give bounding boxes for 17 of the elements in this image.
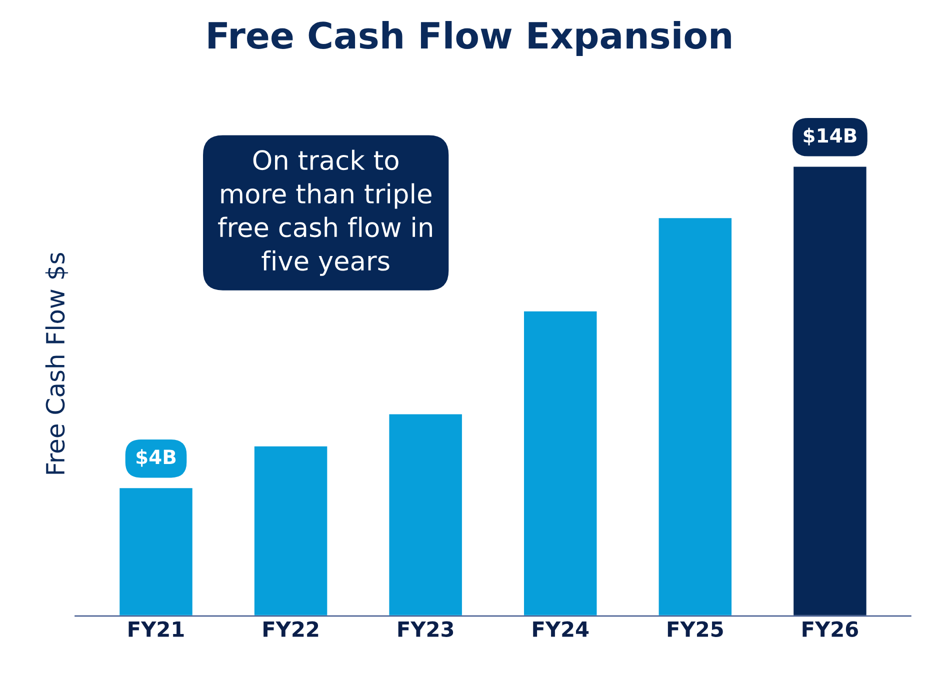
x-tick-label: FY24 [533,621,589,637]
x-tick-label: FY23 [398,621,454,637]
y-axis-title: Free Cash Flow $s [45,252,68,474]
x-tick-label: FY22 [264,621,318,637]
x-tick-label: FY25 [668,621,723,637]
bar [253,444,329,616]
bar [118,486,194,616]
annotation: On track to more than triple free cash flow in five years [218,150,432,276]
x-tick-label: FY21 [128,621,184,637]
chart-title: Free Cash Flow Expansion [208,21,731,56]
data-label: $14B [804,128,856,146]
bar [792,165,868,616]
data-label: $4B [136,449,176,467]
x-tick-label: FY26 [802,621,858,637]
bar [388,412,464,616]
bar [657,216,733,616]
bar [522,310,598,616]
